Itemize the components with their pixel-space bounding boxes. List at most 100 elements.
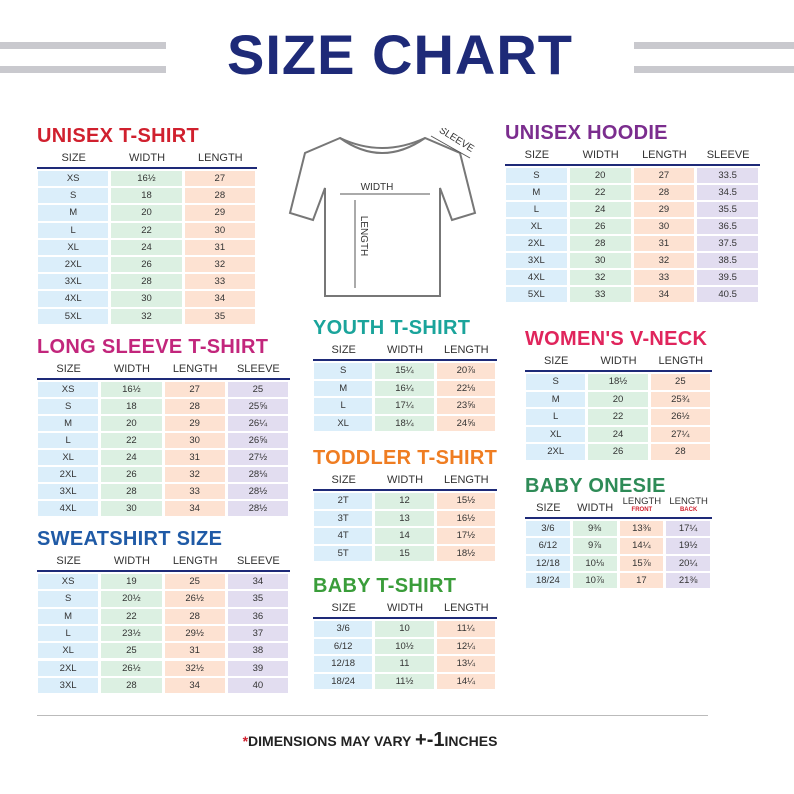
stripe [0,66,166,73]
collar [339,137,426,154]
header-underline [313,489,497,491]
table-cell: M [526,391,586,407]
table-cell: 29 [184,205,255,221]
table-cell: 32 [569,270,631,285]
table-cell: 29 [633,202,695,217]
table-cell: 37 [227,625,288,642]
table-cell: 30 [164,433,225,448]
column-header: SIZE [331,344,356,356]
table-cell: 17½ [436,528,495,544]
footer-text: DIMENSIONS MAY VARY [248,733,412,749]
table-cell: 2T [314,493,373,509]
table-cell: 3/6 [314,621,373,637]
table-cell: 12/18 [526,555,570,571]
table-cell: 19½ [666,538,710,554]
table-cell: 26½ [164,591,225,607]
table-title: SWEATSHIRT SIZE [37,528,223,550]
table-cell: 16¼ [375,380,434,396]
table-cell: 28 [101,484,162,499]
table-cell: 33 [633,270,695,285]
table-title: TODDLER T-SHIRT [313,447,498,469]
table-cell: 6/12 [526,538,570,554]
table-cell: XS [38,574,99,590]
table-cell: 36 [227,608,288,624]
table-cell: 23⅝ [436,398,495,414]
table-cell: M [38,416,99,431]
table-cell: L [38,625,99,642]
table-cell: 2XL [38,467,99,482]
column-header: LENGTH FRONT [619,496,666,513]
table-cell: 26¼ [227,416,288,431]
footer-tolerance: +-1 [415,729,445,751]
table-title: BABY T-SHIRT [313,575,457,597]
header-text: LENGTH [622,496,662,507]
table-cell: 34 [164,501,225,516]
table-cell: 15⅞ [619,555,664,571]
table-cell: L [38,222,109,238]
table-cell: 20¼ [666,555,710,571]
table-cell: 32 [184,257,255,273]
table-cell: XS [38,382,99,397]
table-cell: 32 [633,253,695,268]
table-cell: 18½ [436,545,495,561]
table-cell: 31 [184,239,255,255]
table-cell: 2XL [506,236,567,251]
table-cell: 30 [184,222,255,238]
column-header: SIZE [56,363,81,375]
column-header: SIZE [56,555,81,567]
table-cell: 37.5 [697,236,758,251]
header-note: BACK [679,507,698,513]
table-cell: 15 [375,545,434,561]
column-header: LENGTH [172,363,218,375]
table-cell: L [38,433,99,448]
divider [37,715,708,716]
table-cell: 4XL [38,291,109,307]
table-cell: 26 [101,467,162,482]
table-cell: 20 [588,391,648,407]
table-cell: 33 [569,287,631,302]
table-cell: 35 [184,308,255,324]
table-title: UNISEX T-SHIRT [37,125,199,147]
table-cell: 34 [633,287,695,302]
column-header: SIZE [543,355,569,367]
table-cell: 9⅞ [572,538,617,554]
column-header: LENGTH [658,355,704,367]
table-cell: 30 [633,219,695,234]
table-cell: 14 [375,528,434,544]
table-title: UNISEX HOODIE [505,122,668,144]
table-cell: 38.5 [697,253,758,268]
header-note: FRONT [631,507,653,513]
table-cell: S [38,399,99,414]
table-title: BABY ONESIE [525,475,666,497]
table-cell: 28½ [227,484,288,499]
table-cell: 2XL [38,257,109,273]
table-cell: 18 [101,399,162,414]
table-cell: 10⅞ [572,572,617,589]
table-cell: 20⅞ [436,363,495,379]
table-cell: 16½ [101,382,162,397]
column-header: LENGTH [444,344,489,356]
table-cell: 30 [569,253,631,268]
table-cell: S [506,168,567,183]
column-header: WIDTH [128,152,166,164]
table-cell: 10⅛ [572,555,617,571]
column-header: SIZE [536,502,561,514]
table-cell: 38 [227,643,288,659]
table-cell: 25¾ [650,391,710,407]
table-cell: 23½ [101,625,162,642]
table-cell: 13⅜ [619,521,664,537]
table-cell: 35 [227,591,288,607]
table-cell: 30 [101,501,162,516]
table-cell: S [526,374,586,390]
column-header: LENGTH [642,149,687,161]
column-header: WIDTH [386,344,424,356]
table-cell: 28 [164,399,225,414]
table-cell: 2XL [38,660,99,676]
table-cell: 25 [101,643,162,659]
header-underline [525,517,712,519]
table-title: YOUTH T-SHIRT [313,317,471,339]
table-cell: 40.5 [697,287,758,302]
table-cell: 35.5 [697,202,758,217]
table-cell: 27 [164,382,225,397]
